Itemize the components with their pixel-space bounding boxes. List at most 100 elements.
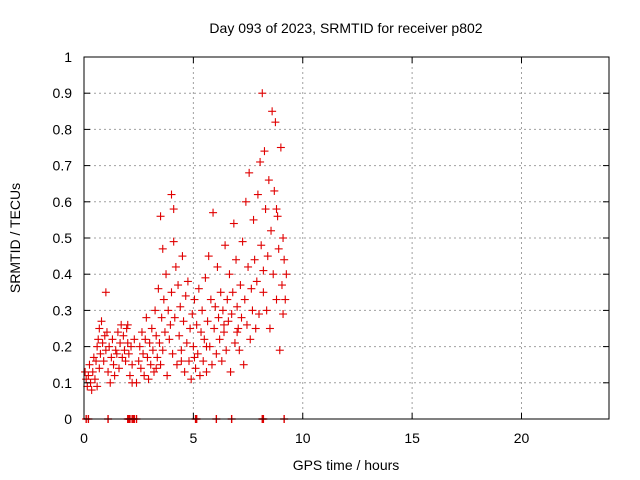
data-point bbox=[146, 360, 155, 369]
data-point bbox=[185, 357, 193, 366]
data-point bbox=[213, 262, 222, 271]
data-point bbox=[101, 288, 110, 297]
data-point bbox=[248, 306, 257, 315]
data-point bbox=[109, 360, 118, 369]
data-point bbox=[181, 291, 190, 300]
data-point bbox=[273, 212, 282, 221]
data-point bbox=[233, 302, 242, 311]
data-point bbox=[168, 349, 177, 358]
data-point bbox=[224, 317, 233, 326]
y-tick-label: 0 bbox=[64, 411, 72, 427]
grid bbox=[84, 57, 609, 419]
data-point bbox=[136, 364, 145, 373]
data-point bbox=[276, 143, 285, 152]
data-point bbox=[152, 364, 161, 373]
data-point bbox=[165, 335, 174, 344]
data-point bbox=[211, 302, 220, 311]
y-tick-label: 0.1 bbox=[53, 375, 73, 391]
data-point bbox=[250, 255, 259, 264]
data-point bbox=[100, 331, 109, 340]
data-point bbox=[259, 288, 268, 297]
x-tick-label: 0 bbox=[80, 430, 88, 446]
data-point bbox=[167, 288, 176, 297]
data-point bbox=[156, 360, 165, 369]
data-point bbox=[281, 295, 290, 304]
data-point bbox=[108, 335, 117, 344]
data-point bbox=[95, 324, 104, 333]
data-point bbox=[244, 262, 253, 271]
x-tick-label: 20 bbox=[514, 430, 530, 446]
data-point bbox=[155, 338, 164, 347]
data-point bbox=[209, 208, 218, 217]
data-point bbox=[189, 342, 198, 351]
data-point bbox=[143, 353, 152, 362]
data-point bbox=[256, 157, 265, 166]
data-point bbox=[169, 205, 178, 214]
data-point bbox=[178, 252, 187, 261]
data-point bbox=[272, 205, 281, 214]
data-point bbox=[142, 313, 151, 322]
data-point bbox=[162, 270, 171, 279]
data-point bbox=[158, 244, 167, 253]
data-point bbox=[115, 364, 123, 373]
data-point bbox=[274, 244, 283, 253]
data-point bbox=[269, 270, 278, 279]
data-point bbox=[242, 320, 251, 329]
data-point bbox=[187, 375, 196, 384]
y-tick-label: 0.2 bbox=[53, 339, 73, 355]
data-point bbox=[212, 349, 221, 358]
data-point bbox=[226, 367, 235, 376]
data-point bbox=[267, 226, 276, 235]
data-point bbox=[145, 338, 154, 347]
data-point bbox=[116, 338, 125, 347]
data-point bbox=[233, 328, 242, 337]
data-point bbox=[239, 360, 248, 369]
data-point bbox=[282, 270, 291, 279]
data-point bbox=[230, 338, 239, 347]
data-point bbox=[251, 324, 260, 333]
x-tick-label: 15 bbox=[404, 430, 420, 446]
data-point bbox=[127, 342, 136, 351]
data-point bbox=[268, 107, 277, 116]
data-point bbox=[259, 266, 268, 275]
data-point bbox=[97, 317, 106, 326]
data-point bbox=[121, 357, 130, 366]
data-point bbox=[154, 284, 163, 293]
data-point bbox=[280, 255, 289, 264]
y-tick-label: 1 bbox=[64, 49, 72, 65]
data-point bbox=[150, 367, 158, 376]
data-point bbox=[218, 306, 227, 315]
data-point bbox=[245, 168, 254, 177]
data-point bbox=[177, 357, 186, 366]
data-point bbox=[157, 313, 166, 322]
data-point bbox=[237, 313, 246, 322]
y-tick-label: 0.3 bbox=[53, 302, 73, 318]
data-point bbox=[130, 335, 139, 344]
data-point bbox=[220, 328, 228, 337]
data-point bbox=[202, 367, 211, 376]
data-point bbox=[234, 324, 243, 333]
data-point bbox=[236, 281, 245, 290]
data-point bbox=[90, 375, 99, 384]
data-point bbox=[120, 346, 129, 355]
data-point bbox=[176, 302, 185, 311]
data-point bbox=[232, 255, 241, 264]
data-point bbox=[222, 346, 231, 355]
data-point bbox=[159, 295, 168, 304]
data-point bbox=[113, 328, 122, 337]
data-point bbox=[141, 335, 150, 344]
data-point bbox=[249, 215, 258, 224]
data-point bbox=[87, 386, 96, 395]
x-axis-label: GPS time / hours bbox=[293, 457, 400, 473]
data-point bbox=[144, 375, 153, 384]
data-point bbox=[83, 382, 92, 391]
data-point bbox=[191, 364, 200, 373]
data-point bbox=[258, 89, 267, 98]
data-point bbox=[279, 310, 288, 319]
data-point bbox=[225, 270, 234, 279]
data-point bbox=[188, 310, 197, 319]
data-point bbox=[271, 118, 280, 127]
data-point bbox=[96, 349, 105, 358]
data-point bbox=[85, 360, 94, 369]
